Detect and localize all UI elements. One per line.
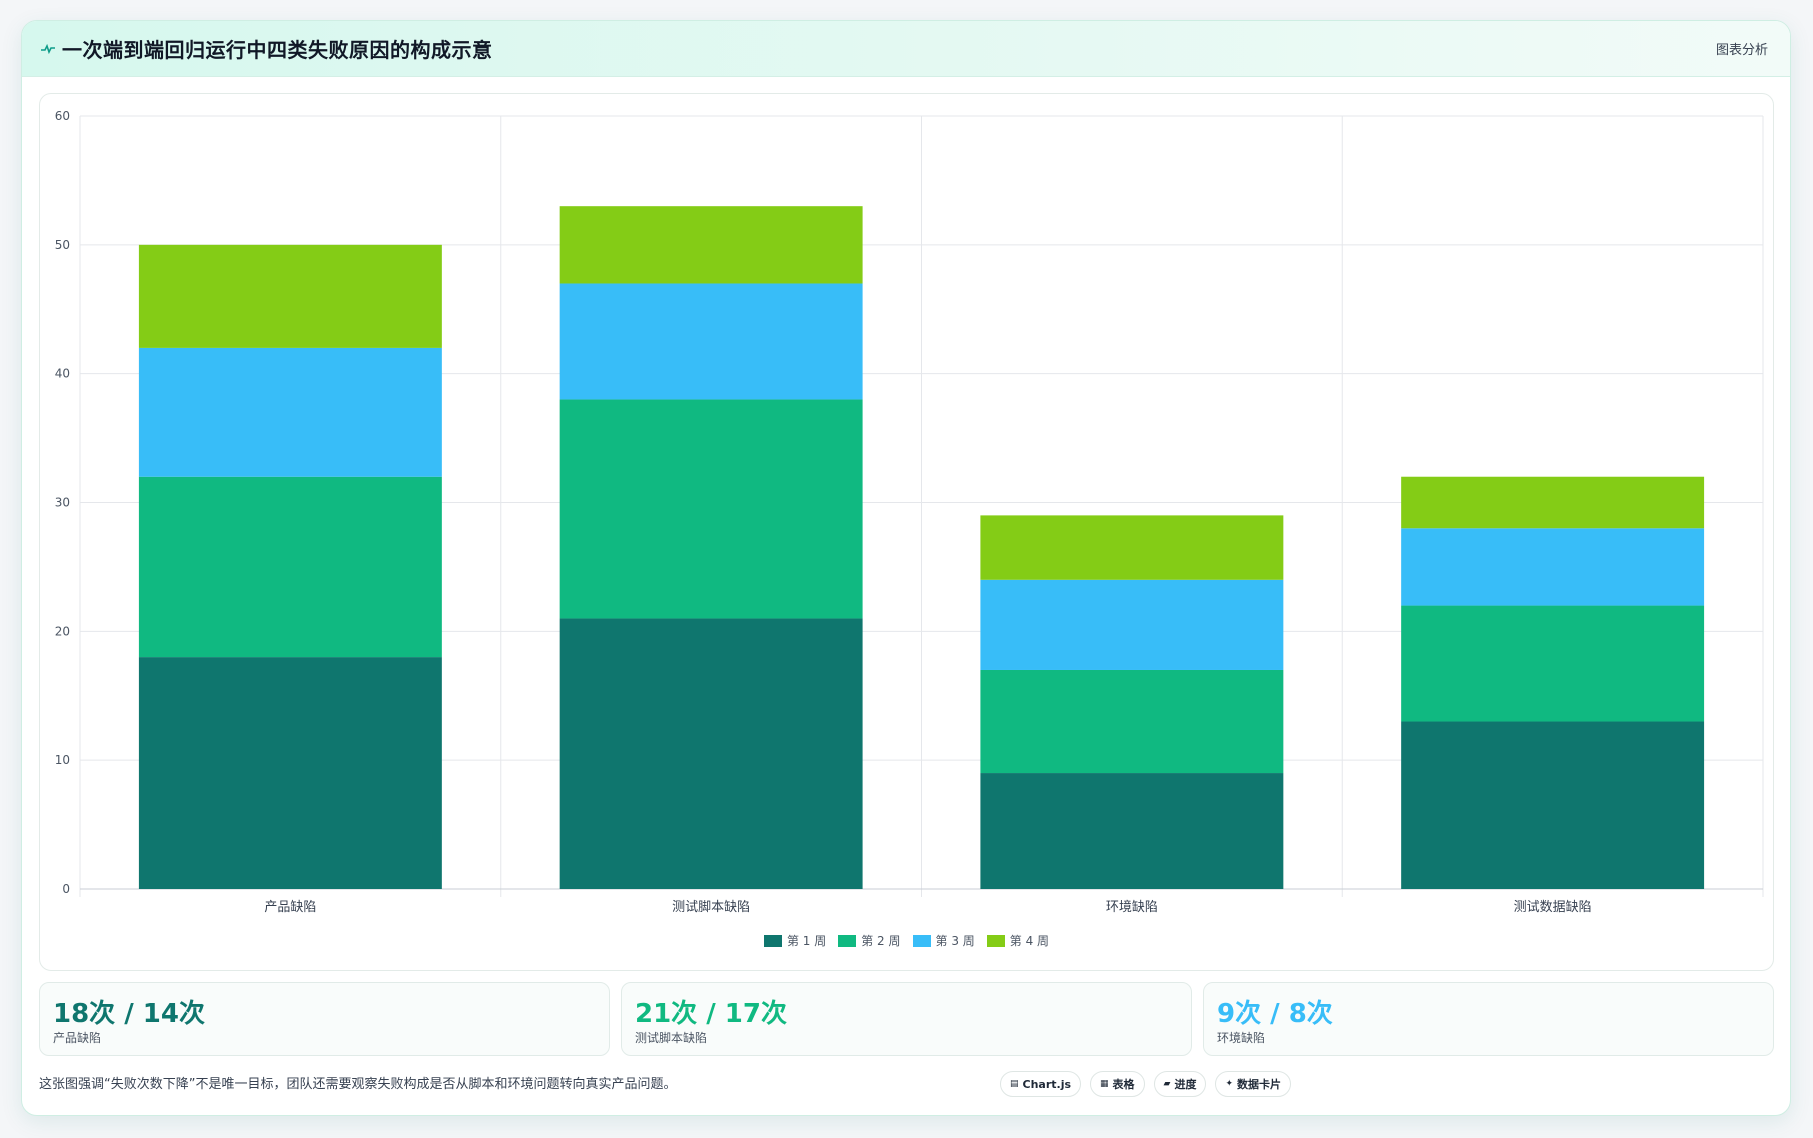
legend-swatch	[986, 934, 1005, 947]
bar-segment[interactable]	[138, 657, 442, 889]
bar-segment[interactable]	[1401, 528, 1705, 606]
y-tick-label: 20	[55, 624, 70, 638]
bar-segment[interactable]	[559, 283, 863, 400]
y-tick-label: 50	[55, 238, 70, 252]
legend-label: 第 1 周	[786, 934, 827, 948]
stat-label: 产品缺陷	[53, 1031, 102, 1045]
bar-segment[interactable]	[1401, 476, 1705, 529]
stat-card-product-defect: 18次 / 14次 产品缺陷	[39, 982, 610, 1056]
bar-segment[interactable]	[980, 669, 1284, 774]
bar-segment[interactable]	[138, 244, 442, 348]
chart-title: 一次端到端回归运行中四类失败原因的构成示意	[62, 38, 493, 62]
bar-segment[interactable]	[559, 618, 863, 889]
tag-chips: ▤ Chart.js ▦ 表格 ▰ 进度 ✦ 数据卡片	[1000, 1071, 1292, 1097]
chip-chartjs[interactable]: ▤ Chart.js	[1000, 1071, 1082, 1097]
y-tick-label: 60	[55, 109, 70, 123]
legend-label: 第 2 周	[861, 934, 901, 948]
x-tick-label: 测试脚本缺陷	[672, 899, 750, 915]
legend-label: 第 4 周	[1009, 934, 1050, 948]
chart-icon: ▤	[1010, 1079, 1019, 1089]
chip-data-cards[interactable]: ✦ 数据卡片	[1215, 1071, 1292, 1097]
footer-note: 这张图强调“失败次数下降”不是唯一目标，团队还需要观察失败构成是否从脚本和环境问…	[39, 1077, 677, 1092]
x-tick-label: 产品缺陷	[264, 900, 316, 915]
stat-card-script-defect: 21次 / 17次 测试脚本缺陷	[621, 982, 1192, 1056]
chip-label: 数据卡片	[1237, 1078, 1282, 1091]
legend-item-week-3[interactable]: 第 3 周	[912, 932, 975, 949]
bar-segment[interactable]	[980, 773, 1284, 889]
chip-progress[interactable]: ▰ 进度	[1153, 1071, 1207, 1097]
stat-label: 测试脚本缺陷	[635, 1031, 708, 1045]
y-tick-label: 40	[55, 367, 70, 381]
chip-table[interactable]: ▦ 表格	[1090, 1071, 1145, 1097]
y-tick-label: 30	[55, 496, 70, 510]
chart-card: 一次端到端回归运行中四类失败原因的构成示意 图表分析 0 10 20 30 40 50 60…	[21, 20, 1791, 1116]
progress-icon: ▰	[1163, 1079, 1171, 1089]
pulse-icon	[41, 43, 55, 55]
bar-segment[interactable]	[138, 476, 442, 658]
y-tick-label: 0	[62, 882, 70, 896]
bar-segment[interactable]	[138, 347, 442, 477]
chip-label: 进度	[1174, 1078, 1197, 1091]
legend-swatch	[838, 934, 857, 947]
chip-label: Chart.js	[1022, 1077, 1072, 1091]
chart-analysis-link[interactable]: 图表分析	[1715, 43, 1768, 58]
legend-swatch	[763, 934, 782, 947]
stat-value: 9次 / 8次	[1217, 999, 1333, 1029]
bar-segment[interactable]	[980, 515, 1284, 580]
x-tick-label: 测试数据缺陷	[1514, 900, 1592, 915]
y-tick-label: 10	[55, 753, 70, 767]
legend-item-week-2[interactable]: 第 2 周	[838, 932, 901, 949]
stat-value: 21次 / 17次	[635, 999, 787, 1029]
legend-item-week-1[interactable]: 第 1 周	[763, 932, 827, 949]
bar-segment[interactable]	[980, 579, 1284, 670]
bar-segment[interactable]	[559, 399, 863, 619]
chip-label: 表格	[1112, 1078, 1135, 1091]
stat-label: 环境缺陷	[1217, 1031, 1266, 1045]
stat-card-env-defect: 9次 / 8次 环境缺陷	[1203, 982, 1774, 1056]
card-header: 一次端到端回归运行中四类失败原因的构成示意 图表分析	[22, 21, 1790, 77]
chart-panel: 0 10 20 30 40 50 60 产品缺陷 测试脚本缺陷 环境缺陷 测试数据缺陷 第 1 周 …	[39, 93, 1774, 971]
x-tick-label: 环境缺陷	[1106, 900, 1158, 915]
stat-value: 18次 / 14次	[53, 999, 205, 1029]
legend-item-week-4[interactable]: 第 4 周	[986, 932, 1050, 949]
legend-swatch	[912, 934, 931, 947]
sparkle-icon: ✦	[1225, 1079, 1234, 1089]
bar-segment[interactable]	[559, 206, 863, 284]
stacked-bar-chart: 0 10 20 30 40 50 60 产品缺陷 测试脚本缺陷 环境缺陷 测试数据缺陷	[55, 109, 1764, 915]
bar-segment[interactable]	[1401, 721, 1705, 889]
chart-legend: 第 1 周 第 2 周 第 3 周 第 4 周	[40, 932, 1773, 949]
table-icon: ▦	[1100, 1079, 1109, 1089]
bar-segment[interactable]	[1401, 605, 1705, 722]
legend-label: 第 3 周	[935, 934, 975, 948]
